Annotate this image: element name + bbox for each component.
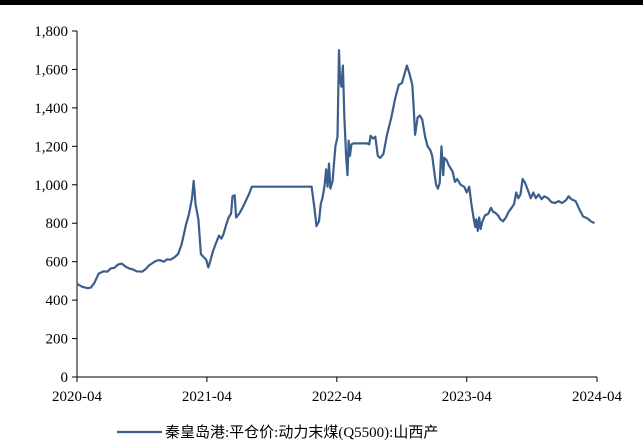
y-tick-label: 800 — [46, 216, 69, 232]
x-tick-label: 2020-04 — [52, 389, 102, 405]
y-tick-label: 0 — [61, 370, 69, 386]
y-tick-label: 400 — [46, 293, 69, 309]
x-tick-label: 2024-04 — [572, 389, 622, 405]
y-tick-label: 1,000 — [34, 178, 68, 194]
x-tick-label: 2021-04 — [182, 389, 232, 405]
x-tick-label: 2023-04 — [442, 389, 492, 405]
y-tick-label: 1,600 — [34, 62, 68, 78]
y-tick-label: 1,400 — [34, 101, 68, 117]
legend-label: 秦皇岛港:平仓价:动力末煤(Q5500):山西产 — [165, 424, 438, 441]
y-tick-label: 1,200 — [34, 139, 68, 155]
x-tick-label: 2022-04 — [312, 389, 362, 405]
top-border — [0, 0, 643, 5]
series-line — [76, 49, 596, 290]
y-tick-label: 600 — [46, 255, 69, 271]
y-tick-label: 200 — [46, 332, 69, 348]
y-tick-label: 1,800 — [34, 24, 68, 40]
